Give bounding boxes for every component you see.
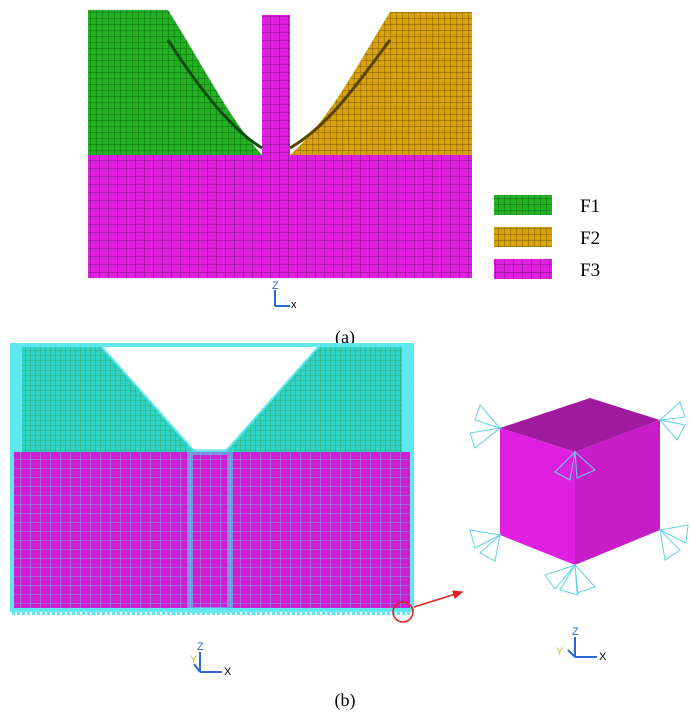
axis-label: Y [556,646,564,658]
legend-swatch [494,227,552,247]
legend-label: F3 [580,260,600,281]
triad-a: Z x [272,280,297,311]
axis-label: x [291,299,297,311]
mesh-a [88,10,472,278]
mesh-b [12,345,462,622]
axis-label: Z [197,641,204,653]
figure: F1 F2 F3 Z x (a) Z Y X Z [0,0,691,716]
legend-swatch [494,259,552,279]
axis-label: Z [572,626,579,638]
cube [470,398,688,595]
triad-b-left: Z Y X [190,641,232,678]
axis-label: Y [190,654,198,666]
axis-label: Z [272,280,279,292]
axis-label: X [599,651,607,663]
triad-b-right: Z Y X [556,626,607,663]
legend-label: F2 [580,228,600,249]
legend-swatch [494,195,552,215]
legend-label: F1 [580,196,600,217]
legend: F1 F2 F3 [494,195,600,281]
axis-label: X [224,666,232,678]
caption: (b) [335,690,356,711]
